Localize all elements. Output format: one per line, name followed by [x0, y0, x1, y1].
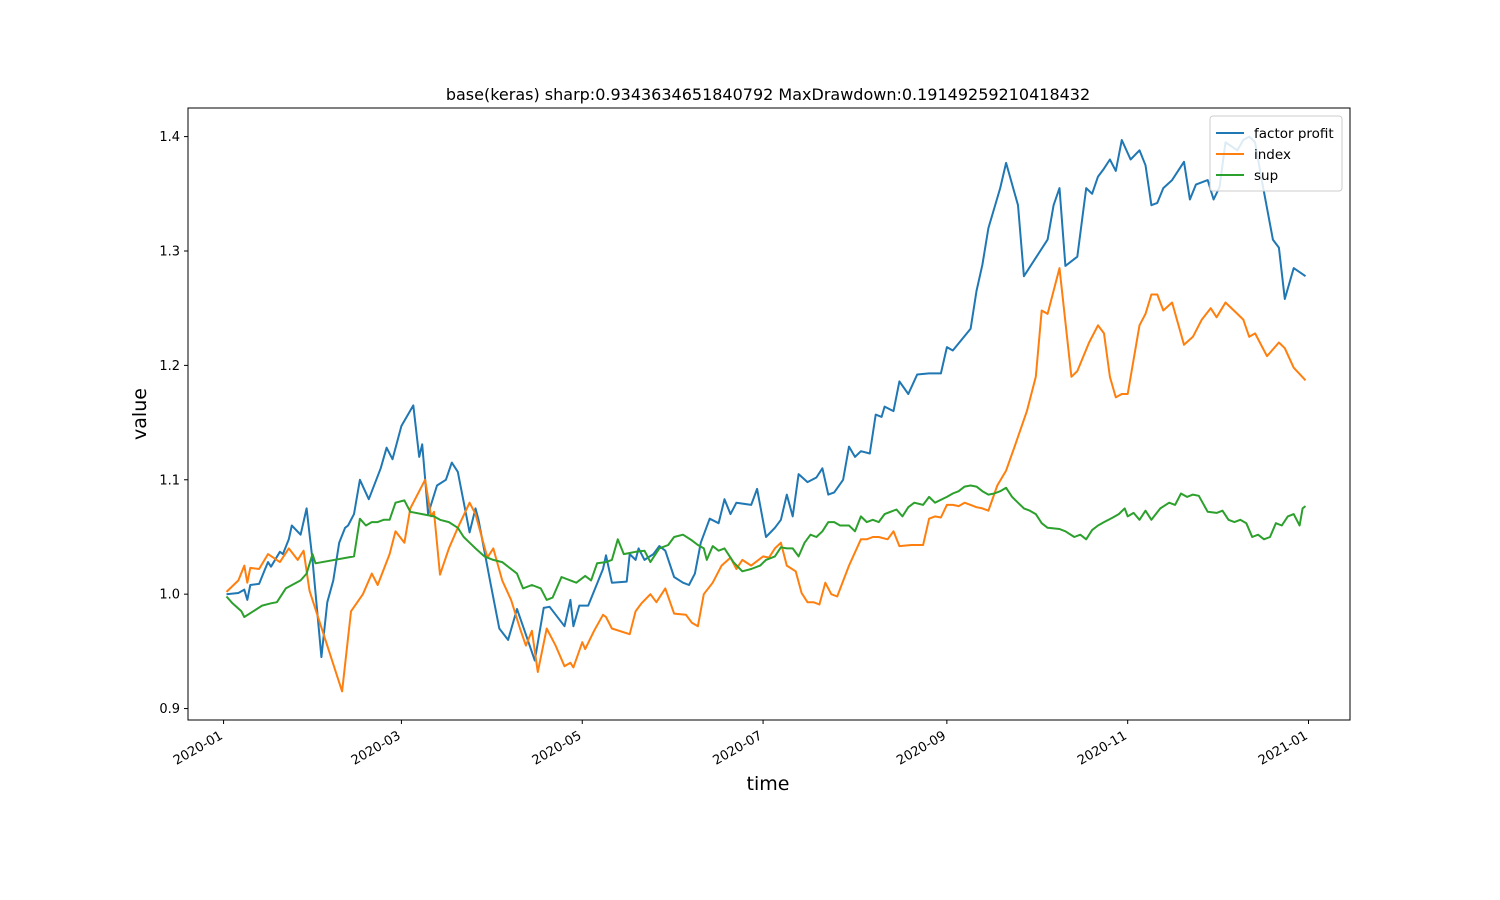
y-tick-label: 1.3: [159, 244, 180, 259]
y-axis: 0.9 1.0 1.1 1.2 1.3 1.4: [159, 130, 188, 717]
y-tick-label: 0.9: [159, 702, 180, 717]
x-tick-label: 2021-01: [1256, 728, 1311, 768]
series-line-index: [225, 267, 1307, 693]
series-line-sup: [225, 484, 1307, 618]
y-axis-title: value: [129, 388, 151, 440]
legend-label-index: index: [1254, 147, 1291, 163]
series-line-factor-profit: [226, 135, 1307, 662]
y-tick-label: 1.4: [159, 130, 180, 145]
plot-lines: [225, 135, 1307, 693]
legend-label-sup: sup: [1254, 168, 1278, 184]
x-tick-label: 2020-09: [894, 728, 949, 768]
x-axis: 2020-01 2020-03 2020-05 2020-07 2020-09 2020-…: [171, 720, 1311, 769]
y-tick-label: 1.1: [159, 473, 180, 488]
x-axis-title: time: [747, 773, 790, 795]
y-tick-label: 1.0: [159, 588, 180, 603]
x-tick-label: 2020-07: [711, 728, 766, 768]
legend-box: [1209, 115, 1343, 192]
legend-label-factor-profit: factor profit: [1254, 126, 1334, 142]
x-tick-label: 2020-11: [1075, 728, 1130, 768]
chart-title: base(keras) sharp:0.9343634651840792 Max…: [446, 85, 1090, 104]
x-tick-label: 2020-05: [530, 728, 585, 768]
x-tick-label: 2020-01: [171, 728, 226, 768]
x-tick-label: 2020-03: [349, 728, 404, 768]
plot-area-frame: [187, 107, 1351, 721]
y-tick-label: 1.2: [159, 359, 180, 374]
legend: factor profit index sup: [1209, 115, 1343, 192]
